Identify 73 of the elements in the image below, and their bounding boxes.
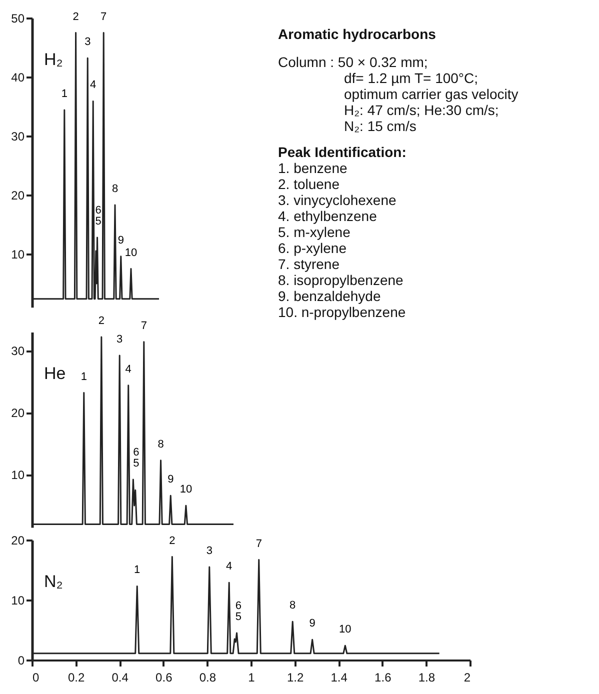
y-tick-label: 30	[11, 130, 25, 144]
text: Aromatic hydrocarbons	[278, 26, 437, 42]
y-tick-label: 20	[11, 534, 25, 548]
annotation: 6	[133, 446, 140, 459]
x-tick-label: 0.8	[199, 670, 216, 684]
annotation: 9	[118, 234, 124, 246]
annotation: 5. m-xylene	[278, 224, 352, 240]
annotation: 2	[98, 314, 104, 327]
y-tick-label: 10	[11, 248, 25, 262]
annotation: 8	[112, 183, 118, 196]
annotation: 9. benzaldehyde	[278, 288, 382, 304]
annotation: N₂	[44, 572, 63, 591]
annotation: 6	[95, 204, 102, 216]
annotation: 9	[168, 474, 174, 486]
annotation: 1. benzene	[278, 160, 348, 176]
annotation: 3	[116, 334, 123, 346]
annotation: 10	[339, 624, 352, 636]
x-tick-label: 0.2	[68, 670, 85, 684]
x-tick-label: 1	[248, 670, 256, 684]
annotation: 7. styrene	[278, 256, 340, 272]
annotation: 8. isopropylbenzene	[278, 272, 404, 288]
x-tick-label: 0.6	[156, 670, 173, 684]
annotation: Peak Identification:	[278, 144, 408, 160]
x-tick-label: 0.4	[112, 670, 129, 684]
annotation: 7	[140, 320, 147, 332]
x-tick-label: 1.2	[286, 670, 304, 684]
annotation: 2	[72, 10, 79, 23]
annotation: 7	[256, 538, 262, 550]
annotation: 5	[95, 215, 102, 228]
annotation: 3. vinycyclohexene	[278, 192, 398, 208]
annotation: 10. n-propylbenzene	[278, 304, 407, 320]
annotation: H₂	[44, 50, 63, 69]
annotation: 10	[180, 484, 192, 496]
annotation: Column : 50 × 0.32 mm;	[278, 54, 429, 70]
annotation: 1	[80, 370, 87, 383]
annotation: 5	[235, 611, 242, 623]
annotation: 6. p-xylene	[278, 240, 348, 256]
y-tick-label: 40	[11, 70, 25, 84]
y-tick-label: 10	[11, 594, 25, 608]
y-tick-label: 0	[18, 654, 25, 668]
annotation: 1	[61, 88, 68, 100]
annotation: 8	[290, 600, 296, 612]
annotation: 8	[158, 438, 164, 450]
annotation: N₂: 15 cm/s	[343, 118, 418, 134]
y-tick-label: 20	[11, 406, 25, 420]
annotation: 3	[206, 545, 212, 557]
annotation: 9	[309, 618, 316, 630]
x-tick-label: 1.6	[374, 670, 392, 684]
annotation: H₂: 47 cm/s; He:30 cm/s;	[343, 102, 500, 118]
annotation: 10	[124, 246, 138, 259]
annotation: 1	[134, 564, 140, 576]
annotation: 4	[226, 560, 232, 573]
x-tick-label: 0	[32, 670, 40, 684]
annotation: 4. ethylbenzene	[278, 208, 378, 224]
y-tick-label: 20	[11, 188, 25, 202]
y-tick-label: 30	[11, 344, 25, 358]
y-tick-label: 50	[11, 12, 25, 26]
x-tick-label: 2	[464, 670, 471, 684]
y-tick-label: 10	[11, 468, 25, 482]
line-series	[32, 336, 234, 525]
annotation: 5	[133, 458, 140, 470]
annotation: 4	[90, 79, 96, 92]
annotation: 3	[84, 36, 91, 48]
x-tick-label: 1.8	[418, 670, 436, 684]
annotation: 4	[125, 363, 132, 376]
annotation: 2	[169, 534, 176, 547]
annotation: 7	[100, 10, 107, 23]
x-tick-label: 1.4	[330, 670, 348, 684]
annotation: 2. toluene	[278, 176, 340, 192]
annotation: He	[44, 364, 66, 383]
annotation: optimum carrier gas velocity	[343, 86, 518, 102]
annotation: 6	[235, 600, 242, 612]
annotation: df= 1.2 µm T= 100°C;	[343, 70, 480, 86]
